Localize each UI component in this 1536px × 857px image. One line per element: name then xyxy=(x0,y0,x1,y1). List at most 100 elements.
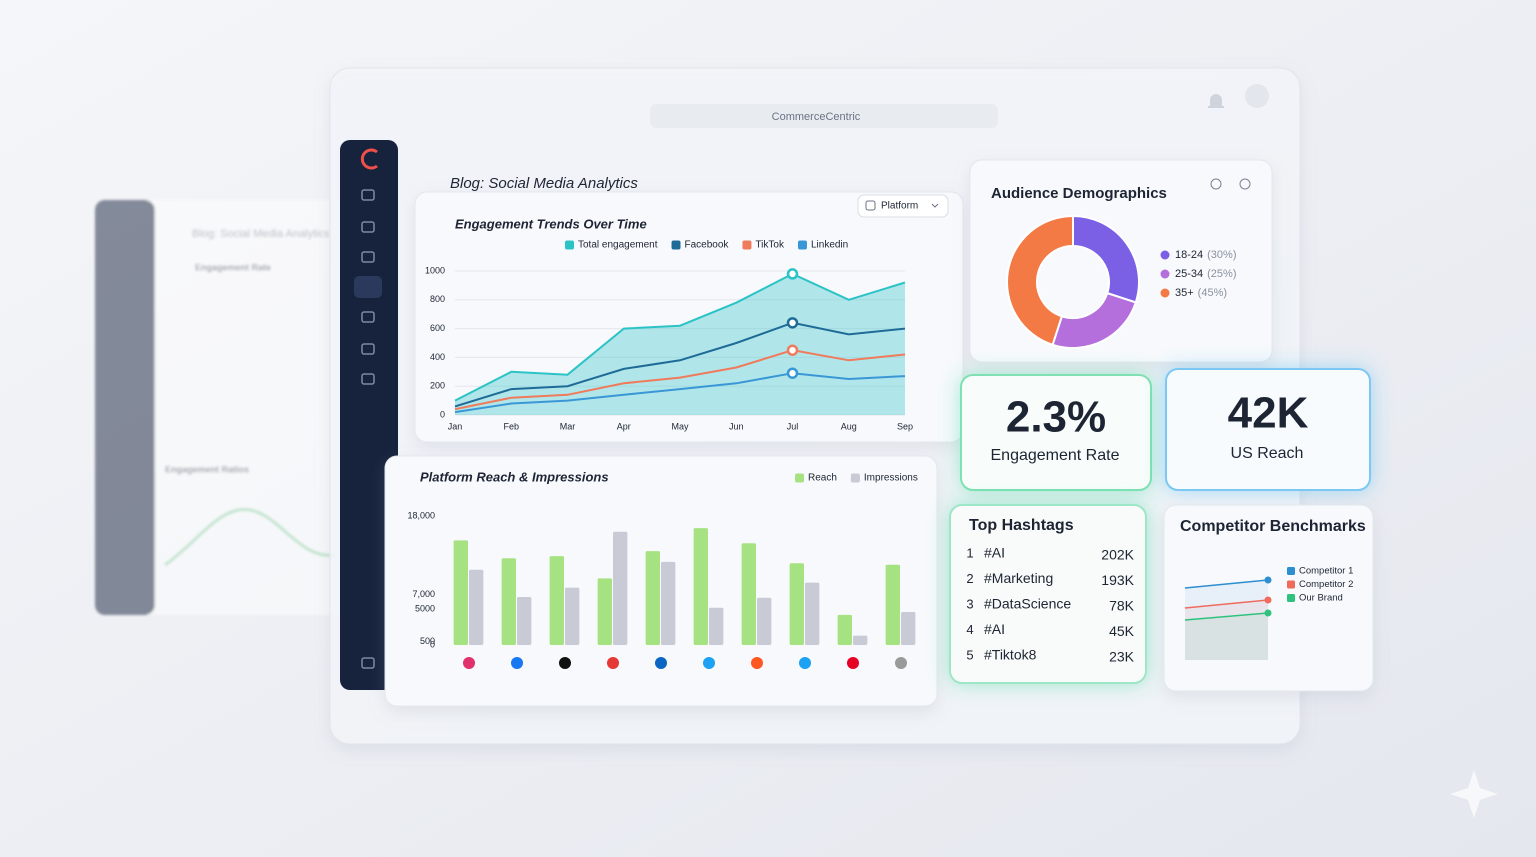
legend-dot xyxy=(1160,288,1170,298)
url-bar xyxy=(650,104,998,128)
bar xyxy=(469,569,484,645)
nav-settings[interactable] xyxy=(361,343,375,355)
point xyxy=(1264,576,1272,584)
sidebar xyxy=(340,140,398,690)
platform-icon xyxy=(463,657,475,669)
x-tick-label: Jan xyxy=(448,421,463,431)
bar xyxy=(597,578,612,645)
slice xyxy=(1006,214,1074,347)
hashtag-tag: #DataScience xyxy=(984,596,1071,612)
filter-label[interactable]: Platform xyxy=(881,201,918,212)
bar xyxy=(661,561,676,645)
hashtag-rank: 2 xyxy=(966,571,973,586)
legend-name: 18-24 xyxy=(1175,249,1203,261)
bar xyxy=(645,551,660,645)
nav-logout[interactable] xyxy=(361,657,375,669)
chart-title: Competitor Benchmarks xyxy=(1180,518,1366,535)
bar xyxy=(837,614,852,645)
legend-label: 18-24 (30%) xyxy=(1175,249,1236,261)
filter-button[interactable] xyxy=(857,194,949,218)
y-tick-label: 0 xyxy=(430,639,435,649)
nav-people[interactable] xyxy=(361,311,375,323)
legend-value: (30%) xyxy=(1207,249,1236,261)
avatar[interactable] xyxy=(1245,84,1269,108)
hashtag-count: 78K xyxy=(1109,598,1135,614)
legend-label: Competitor 1 xyxy=(1299,566,1353,577)
bar xyxy=(709,607,724,645)
hashtag-count: 45K xyxy=(1109,623,1135,639)
y-tick-label: 800 xyxy=(430,294,445,304)
x-tick-label: Mar xyxy=(560,421,576,431)
platform-icon xyxy=(607,657,619,669)
line xyxy=(454,272,906,402)
legend-name: 25-34 xyxy=(1175,268,1203,280)
app-name: CommerceCentric xyxy=(772,111,861,123)
nav-home[interactable] xyxy=(361,189,375,201)
legend-label: TikTok xyxy=(755,240,785,251)
bell-icon[interactable] xyxy=(1208,94,1224,108)
panel-section: Engagement Ratios xyxy=(165,464,249,474)
nav-users[interactable] xyxy=(361,221,375,233)
legend-label: Facebook xyxy=(685,240,730,251)
chart-title: Audience Demographics xyxy=(991,185,1167,202)
legend-value: (45%) xyxy=(1198,287,1227,299)
area xyxy=(1185,580,1268,660)
line xyxy=(454,349,906,411)
line xyxy=(454,372,906,414)
bar xyxy=(613,531,628,645)
y-tick-label: 400 xyxy=(430,352,445,362)
platform-icon xyxy=(799,657,811,669)
platform-icon xyxy=(895,657,907,669)
chevron xyxy=(931,203,939,208)
kpi-card xyxy=(960,374,1152,491)
bar xyxy=(757,597,772,645)
area xyxy=(455,273,905,415)
point xyxy=(786,317,799,329)
hashtag-tag: #AI xyxy=(984,621,1005,637)
legend-label: Impressions xyxy=(864,473,918,484)
nav-grid[interactable] xyxy=(361,251,375,263)
calendar-icon xyxy=(865,200,876,211)
area xyxy=(1185,613,1268,660)
y-tick-label: 1000 xyxy=(425,265,445,275)
x-tick-label: Apr xyxy=(617,421,631,431)
point xyxy=(786,268,799,280)
hashtags-card xyxy=(949,504,1147,684)
legend-swatch xyxy=(797,240,807,250)
platform-icon xyxy=(847,657,859,669)
legend-swatch xyxy=(1287,567,1295,575)
hashtag-tag: #Tiktok8 xyxy=(984,647,1037,663)
bar xyxy=(453,540,468,645)
platform-icon xyxy=(655,657,667,669)
hashtag-count: 23K xyxy=(1109,649,1135,665)
chart-title: Engagement Trends Over Time xyxy=(455,216,647,231)
y-tick-label: 5000 xyxy=(415,604,435,614)
line xyxy=(1184,599,1269,609)
x-tick-label: Jul xyxy=(787,421,799,431)
x-tick-label: Aug xyxy=(841,421,857,431)
hashtag-tag: #Marketing xyxy=(984,570,1053,586)
page-title: Blog: Social Media Analytics xyxy=(450,175,638,192)
legend-label: Total engagement xyxy=(578,240,658,251)
user-icon[interactable] xyxy=(1239,178,1251,190)
x-tick-label: Feb xyxy=(503,421,519,431)
nav-active[interactable] xyxy=(354,276,382,298)
users-icon[interactable] xyxy=(1210,178,1222,190)
slice xyxy=(1072,214,1140,304)
bar xyxy=(789,563,804,645)
x-tick-label: Jun xyxy=(729,421,744,431)
legend-swatch xyxy=(565,240,574,250)
bar xyxy=(517,596,532,645)
point xyxy=(1264,596,1272,604)
legend-name: 35+ xyxy=(1175,287,1194,299)
platform-icon xyxy=(511,657,523,669)
nav-mail[interactable] xyxy=(361,373,375,385)
kpi-label: US Reach xyxy=(1231,445,1304,462)
point xyxy=(1264,609,1272,617)
y-tick-label: 0 xyxy=(440,409,445,419)
legend-value: (25%) xyxy=(1207,268,1236,280)
legend-swatch xyxy=(742,240,752,250)
background-panel: Blog: Social Media Analytics Engagement … xyxy=(95,200,405,615)
hashtags-title: Top Hashtags xyxy=(969,517,1074,534)
x-tick-label: Sep xyxy=(897,421,913,431)
